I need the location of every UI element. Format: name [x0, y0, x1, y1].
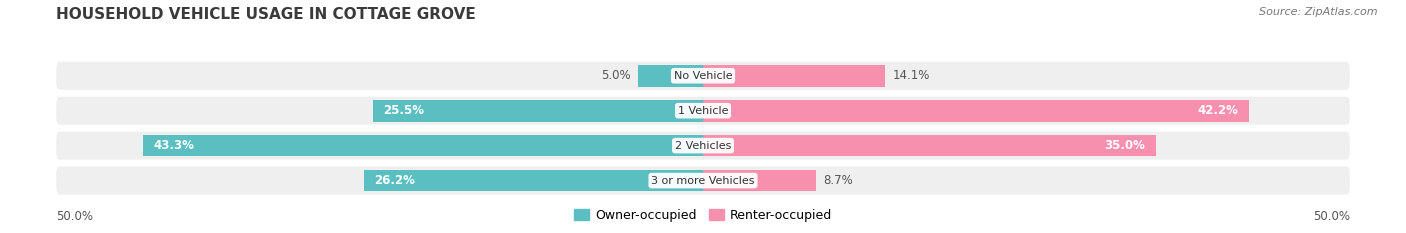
Text: 1 Vehicle: 1 Vehicle: [678, 106, 728, 116]
Bar: [703, 170, 815, 192]
Text: 3 or more Vehicles: 3 or more Vehicles: [651, 176, 755, 185]
Bar: [703, 135, 1156, 157]
Text: No Vehicle: No Vehicle: [673, 71, 733, 81]
Text: 43.3%: 43.3%: [153, 139, 194, 152]
Bar: [364, 170, 703, 192]
Text: 14.1%: 14.1%: [893, 69, 931, 82]
FancyBboxPatch shape: [56, 167, 1350, 195]
Text: 50.0%: 50.0%: [1313, 210, 1350, 223]
Text: 50.0%: 50.0%: [56, 210, 93, 223]
Bar: [143, 135, 703, 157]
Text: HOUSEHOLD VEHICLE USAGE IN COTTAGE GROVE: HOUSEHOLD VEHICLE USAGE IN COTTAGE GROVE: [56, 7, 477, 22]
Text: 2 Vehicles: 2 Vehicles: [675, 141, 731, 151]
FancyBboxPatch shape: [56, 62, 1350, 90]
FancyBboxPatch shape: [56, 132, 1350, 160]
Text: 42.2%: 42.2%: [1198, 104, 1239, 117]
Text: 35.0%: 35.0%: [1105, 139, 1146, 152]
Text: 5.0%: 5.0%: [600, 69, 630, 82]
Text: Source: ZipAtlas.com: Source: ZipAtlas.com: [1260, 7, 1378, 17]
Legend: Owner-occupied, Renter-occupied: Owner-occupied, Renter-occupied: [568, 204, 838, 227]
Bar: [373, 100, 703, 122]
Bar: [638, 65, 703, 87]
Text: 8.7%: 8.7%: [824, 174, 853, 187]
Text: 25.5%: 25.5%: [384, 104, 425, 117]
Bar: [703, 65, 886, 87]
FancyBboxPatch shape: [56, 97, 1350, 125]
Text: 26.2%: 26.2%: [374, 174, 415, 187]
Bar: [703, 100, 1249, 122]
